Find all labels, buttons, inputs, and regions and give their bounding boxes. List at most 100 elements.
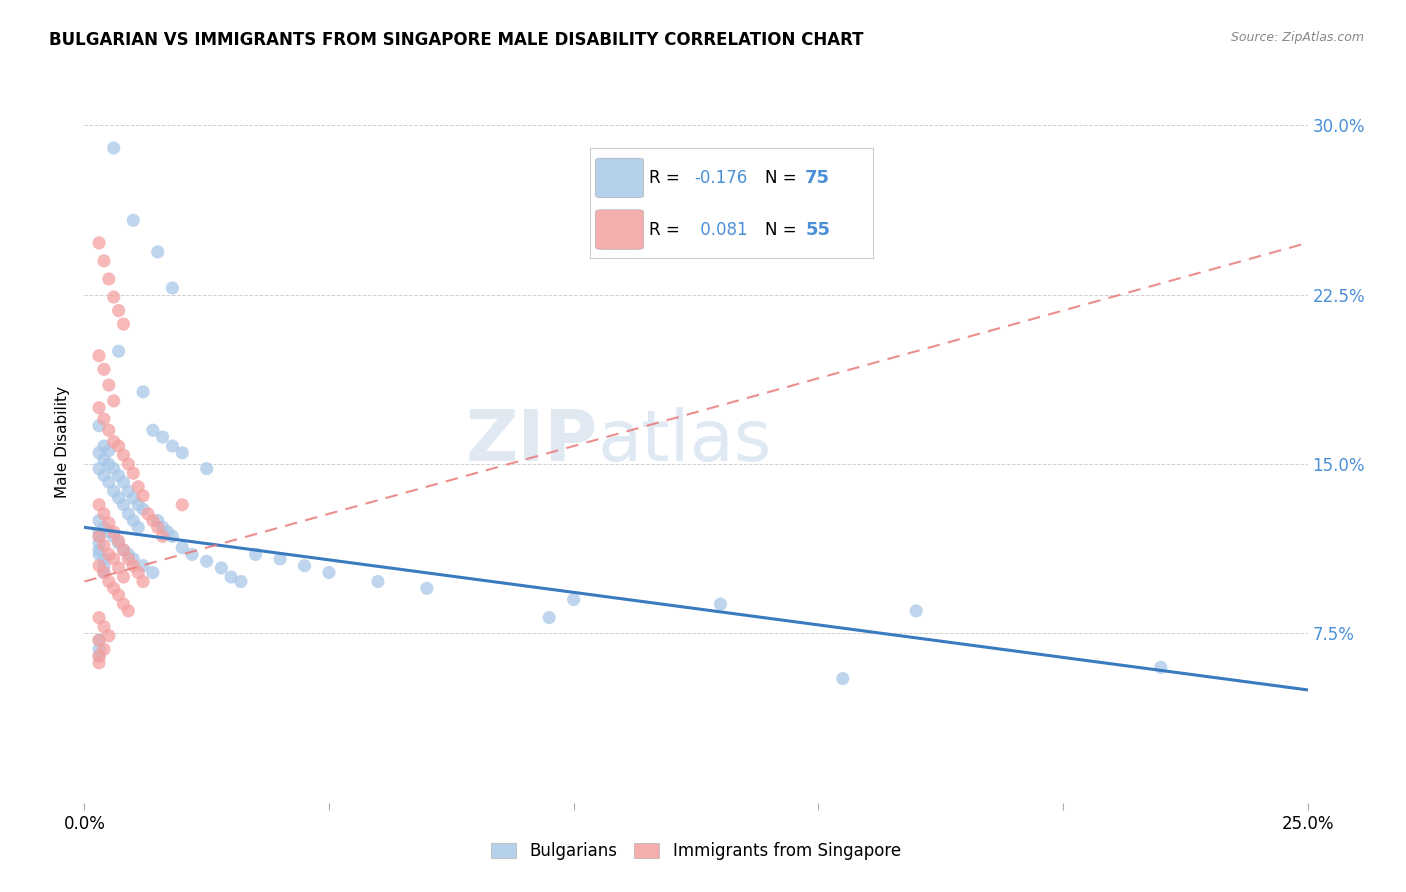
Text: 0.081: 0.081 — [695, 220, 747, 238]
Point — [112, 448, 135, 462]
Point — [97, 516, 120, 530]
Point — [181, 548, 204, 562]
Point — [162, 439, 184, 453]
Point — [87, 235, 110, 250]
Point — [112, 542, 135, 557]
Point — [87, 542, 110, 557]
Point — [103, 582, 125, 596]
Point — [112, 475, 135, 490]
Point — [107, 303, 129, 318]
Point — [132, 384, 155, 399]
Point — [905, 604, 928, 618]
Point — [117, 604, 139, 618]
Point — [219, 570, 242, 584]
FancyBboxPatch shape — [596, 210, 644, 250]
Point — [142, 566, 165, 580]
Point — [112, 570, 135, 584]
Point — [97, 475, 120, 490]
Point — [93, 452, 115, 467]
FancyBboxPatch shape — [596, 158, 644, 198]
Point — [112, 498, 135, 512]
Point — [107, 491, 129, 505]
Point — [107, 344, 129, 359]
Point — [162, 281, 184, 295]
Point — [172, 541, 194, 555]
Point — [103, 290, 125, 304]
Point — [245, 548, 267, 562]
Point — [103, 141, 125, 155]
Point — [93, 439, 115, 453]
Text: -0.176: -0.176 — [695, 169, 748, 187]
Point — [87, 648, 110, 663]
Point — [93, 566, 115, 580]
Point — [294, 558, 316, 573]
Text: N =: N = — [765, 169, 803, 187]
Point — [142, 514, 165, 528]
Point — [87, 446, 110, 460]
Point — [112, 317, 135, 331]
Point — [103, 393, 125, 408]
Point — [146, 244, 169, 259]
Point — [172, 498, 194, 512]
Point — [103, 529, 125, 543]
Point — [97, 548, 120, 562]
Text: atlas: atlas — [598, 407, 772, 476]
Point — [93, 362, 115, 376]
Text: 55: 55 — [806, 220, 830, 238]
Point — [318, 566, 340, 580]
Point — [122, 514, 145, 528]
Point — [87, 498, 110, 512]
Point — [112, 597, 135, 611]
Point — [97, 423, 120, 437]
Point — [87, 558, 110, 573]
Point — [93, 552, 115, 566]
Point — [103, 484, 125, 499]
Point — [127, 566, 149, 580]
Point — [195, 554, 218, 568]
Point — [93, 538, 115, 552]
Point — [152, 520, 174, 534]
Point — [103, 434, 125, 449]
Text: 75: 75 — [806, 169, 830, 187]
Point — [136, 507, 159, 521]
Point — [107, 588, 129, 602]
Point — [122, 558, 145, 573]
Point — [107, 468, 129, 483]
Point — [87, 633, 110, 648]
Point — [162, 529, 184, 543]
Point — [93, 507, 115, 521]
Point — [87, 418, 110, 433]
Point — [87, 529, 110, 543]
Point — [87, 656, 110, 670]
Text: R =: R = — [650, 169, 685, 187]
Point — [87, 524, 110, 539]
Point — [709, 597, 731, 611]
Legend: Bulgarians, Immigrants from Singapore: Bulgarians, Immigrants from Singapore — [485, 836, 907, 867]
Point — [117, 552, 139, 566]
Point — [195, 461, 218, 475]
Point — [127, 498, 149, 512]
Point — [87, 401, 110, 415]
Point — [87, 648, 110, 663]
Point — [103, 524, 125, 539]
Point — [146, 514, 169, 528]
Text: Source: ZipAtlas.com: Source: ZipAtlas.com — [1230, 31, 1364, 45]
Point — [93, 566, 115, 580]
Point — [152, 529, 174, 543]
Text: BULGARIAN VS IMMIGRANTS FROM SINGAPORE MALE DISABILITY CORRELATION CHART: BULGARIAN VS IMMIGRANTS FROM SINGAPORE M… — [49, 31, 863, 49]
Point — [97, 378, 120, 392]
Point — [122, 491, 145, 505]
Point — [1150, 660, 1173, 674]
Point — [117, 457, 139, 471]
Point — [107, 536, 129, 550]
Point — [117, 507, 139, 521]
Point — [97, 629, 120, 643]
Point — [117, 484, 139, 499]
Point — [172, 446, 194, 460]
Point — [87, 610, 110, 624]
Point — [229, 574, 252, 589]
Point — [87, 514, 110, 528]
Point — [156, 524, 179, 539]
Point — [93, 253, 115, 268]
Point — [269, 552, 291, 566]
